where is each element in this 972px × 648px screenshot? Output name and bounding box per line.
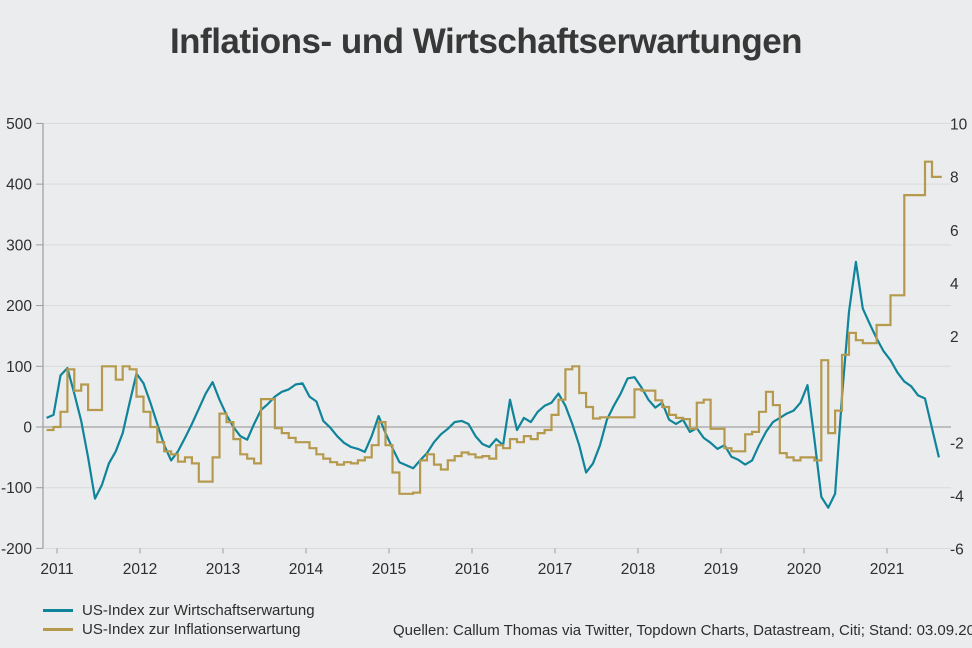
economic-series-line <box>46 260 940 509</box>
chart-title: Inflations- und Wirtschaftserwartungen <box>169 22 803 61</box>
x-axis-label: 2015 <box>372 561 406 578</box>
right-axis-label: 6 <box>950 223 959 240</box>
x-axis-label: 2019 <box>704 561 738 578</box>
left-axis-label: 200 <box>6 298 32 315</box>
chart-canvas: 500 400 300 200 100 0 -100 -200 2011 2012 2013 2014… <box>1 116 968 578</box>
x-axis-label: 2018 <box>621 561 655 578</box>
right-axis-label: -6 <box>950 542 964 559</box>
x-axis-label: 2012 <box>123 561 157 578</box>
x-axis-label: 2014 <box>289 561 324 578</box>
left-axis-label: 400 <box>6 177 32 194</box>
left-axis-label: -100 <box>1 480 32 497</box>
right-axis-label: 2 <box>950 329 959 346</box>
legend-label-economic: US-Index zur Wirtschaftserwartung <box>82 602 315 619</box>
left-axis-label: 500 <box>6 116 32 133</box>
right-axis-label: 10 <box>950 117 968 134</box>
left-axis-label: 300 <box>6 237 32 254</box>
x-axis-label: 2020 <box>787 561 822 578</box>
source-note: Quellen: Callum Thomas via Twitter, Topd… <box>393 622 972 639</box>
legend-item-inflation: US-Index zur Inflationserwartung <box>43 620 315 639</box>
legend-item-economic: US-Index zur Wirtschaftserwartung <box>43 601 315 620</box>
right-axis-label: -4 <box>950 488 964 505</box>
x-axis-label: 2021 <box>870 561 904 578</box>
x-axis-label: 2017 <box>538 561 572 578</box>
inflation-line-swatch-icon <box>43 628 73 631</box>
x-axis-label: 2013 <box>206 561 240 578</box>
right-axis-label: 8 <box>950 170 959 187</box>
legend-label-inflation: US-Index zur Inflationserwartung <box>82 621 301 638</box>
legend: US-Index zur Wirtschaftserwartung US-Ind… <box>43 601 315 639</box>
left-axis-label: -200 <box>1 541 32 558</box>
x-axis-label: 2016 <box>455 561 489 578</box>
right-axis-label: 4 <box>950 276 959 293</box>
economic-line-swatch-icon <box>43 609 73 612</box>
x-axis-label: 2011 <box>40 561 73 578</box>
left-axis-label: 100 <box>6 359 32 376</box>
left-axis-label: 0 <box>23 420 32 437</box>
right-axis-label: -2 <box>950 435 964 452</box>
inflation-series-line <box>46 160 942 495</box>
